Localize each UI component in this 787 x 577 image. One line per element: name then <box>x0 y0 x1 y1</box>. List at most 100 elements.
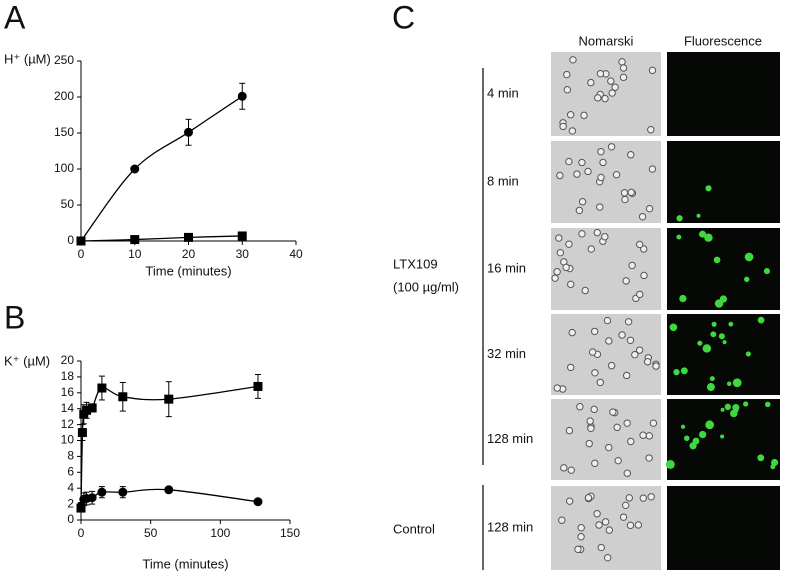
cell <box>605 526 614 534</box>
y-tick-label: 250 <box>54 53 74 67</box>
point <box>118 392 128 402</box>
cell <box>563 86 572 94</box>
point <box>253 497 263 507</box>
cell <box>639 494 648 502</box>
fluorescent-cell <box>683 435 690 442</box>
cell <box>619 64 628 72</box>
time-label: 128 min <box>487 431 533 446</box>
cell <box>612 171 621 179</box>
fluorescent-cell <box>744 252 754 262</box>
point <box>87 493 97 503</box>
fluorescent-cell <box>696 213 701 218</box>
y-tick-label: 14 <box>61 401 75 415</box>
cell <box>627 151 635 159</box>
cell <box>647 493 655 501</box>
fluorescent-cell <box>744 276 750 282</box>
time-label: 4 min <box>487 85 519 100</box>
point <box>237 231 247 241</box>
y-tick-label: 200 <box>54 89 74 103</box>
fluorescence-image <box>667 486 780 570</box>
y-tick-label: 6 <box>67 464 74 478</box>
cell <box>605 443 613 452</box>
fluorescent-cell <box>757 454 765 462</box>
cell <box>623 419 631 427</box>
point <box>82 405 92 415</box>
cell <box>622 371 631 380</box>
cell <box>618 331 626 339</box>
fluorescent-cell <box>680 367 688 375</box>
concentration-label: (100 µg/ml) <box>393 279 459 294</box>
y-tick-label: 0 <box>67 233 74 247</box>
y-tick-label: 16 <box>61 385 75 399</box>
cell <box>647 126 655 134</box>
cell <box>609 408 617 416</box>
fluorescent-cell <box>714 299 724 308</box>
fluorescent-cell <box>702 344 712 353</box>
point <box>97 383 107 393</box>
fluorescent-cell <box>679 294 687 303</box>
cell <box>648 66 657 75</box>
fluorescent-cell <box>689 442 697 450</box>
cell <box>556 248 565 257</box>
x-tick-label: 20 <box>182 247 196 261</box>
point <box>237 91 247 101</box>
cell <box>565 497 574 505</box>
cell <box>638 212 647 221</box>
fluorescent-cell <box>697 340 703 346</box>
cell <box>587 78 595 87</box>
point <box>76 501 86 511</box>
cell <box>574 545 582 553</box>
cell <box>577 533 585 541</box>
cell <box>587 424 595 433</box>
point <box>164 394 174 404</box>
cell <box>562 263 570 272</box>
cell <box>593 228 601 237</box>
cell <box>566 111 575 119</box>
cell <box>601 518 610 526</box>
cell <box>563 70 571 79</box>
cell <box>636 240 644 249</box>
panel-label: C <box>392 0 415 35</box>
fluorescence-image <box>667 52 780 136</box>
cell <box>611 83 619 91</box>
fluorescent-cell <box>711 321 717 327</box>
cell <box>596 69 605 78</box>
cell <box>607 361 616 370</box>
fluorescent-cell <box>673 368 680 376</box>
cell <box>621 501 630 510</box>
time-label: 32 min <box>487 346 526 361</box>
fluorescent-cell <box>732 404 740 412</box>
cell <box>577 524 585 532</box>
fluorescent-cell <box>720 407 725 412</box>
fluorescent-cell <box>745 351 751 357</box>
y-tick-label: 10 <box>61 433 75 447</box>
fluorescent-cell <box>713 256 721 264</box>
cell <box>585 439 593 448</box>
cell <box>584 494 593 502</box>
y-tick-label: 8 <box>67 449 74 463</box>
cell <box>595 521 603 529</box>
fluorescent-cell <box>763 268 771 275</box>
cell <box>627 188 635 197</box>
cell <box>621 195 629 204</box>
cell <box>588 348 597 356</box>
cell <box>565 240 573 248</box>
panel-label: A <box>4 0 26 35</box>
cell <box>639 431 647 439</box>
cell <box>601 233 609 241</box>
y-tick-label: 150 <box>54 125 74 139</box>
cell <box>607 143 616 151</box>
cell <box>626 521 635 530</box>
fluorescent-cell <box>699 230 707 238</box>
cell <box>553 384 561 392</box>
fluorescent-cell <box>705 420 715 430</box>
x-tick-label: 150 <box>280 526 300 540</box>
fluorescent-cell <box>722 340 727 345</box>
nomarski-image <box>551 52 661 136</box>
cell <box>578 230 586 238</box>
cell <box>619 73 628 82</box>
fluorescent-cell <box>709 376 715 382</box>
cell <box>631 350 639 359</box>
y-tick-label: 12 <box>61 417 75 431</box>
cell <box>608 89 616 97</box>
